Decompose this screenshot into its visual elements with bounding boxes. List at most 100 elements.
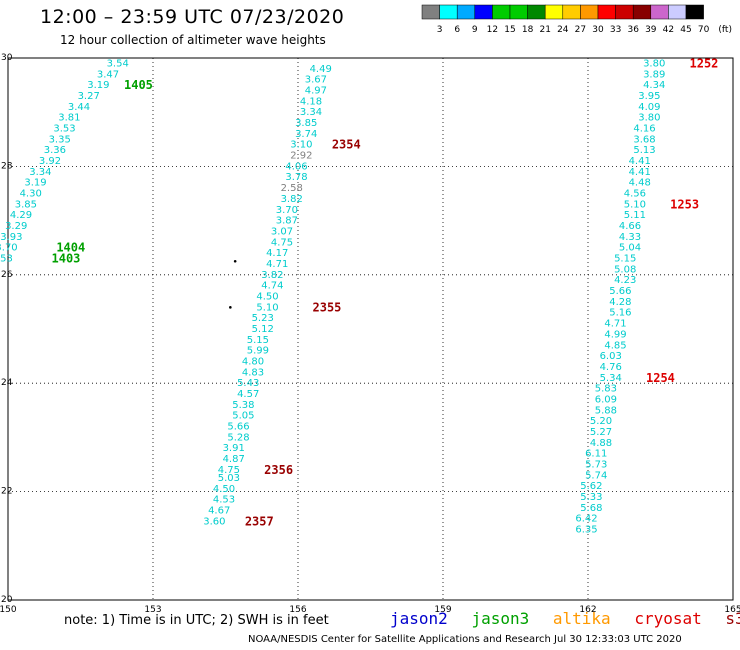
swh-value: 3.74 (295, 129, 317, 140)
swh-value: 3.54 (107, 58, 129, 69)
swh-value: 3.78 (285, 172, 307, 183)
colorbar-label: 18 (522, 25, 534, 35)
time-label: 1252 (690, 56, 719, 70)
swh-value: 3.80 (643, 58, 665, 69)
x-tick-label: 165 (724, 605, 740, 615)
colorbar-label: 45 (680, 25, 691, 35)
swh-value: 4.99 (604, 329, 626, 340)
swh-value: 4.53 (213, 495, 235, 506)
satellite-legend: jason2 jason3 altika cryosat s3a (390, 609, 740, 628)
legend-s3a: s3a (725, 609, 740, 628)
swh-value: 3.70 (276, 205, 298, 216)
swh-value: 3.82 (281, 194, 303, 205)
swh-value: 5.68 (580, 503, 602, 514)
swh-value: 6.11 (585, 449, 607, 460)
swh-value: 4.75 (218, 465, 240, 476)
swh-value: 5.66 (227, 422, 249, 433)
swh-value: 3.60 (203, 516, 225, 527)
land-dot (233, 259, 237, 263)
swh-value: 4.71 (604, 319, 626, 330)
swh-value: 3.82 (261, 270, 283, 281)
swh-value: 3.19 (87, 80, 109, 91)
time-label: 2356 (264, 463, 293, 477)
swh-value: 4.87 (223, 454, 245, 465)
swh-value: 4.67 (208, 506, 230, 517)
swh-value: 4.30 (20, 189, 42, 200)
colorbar-label: 30 (592, 25, 604, 35)
time-label: 1253 (670, 197, 699, 211)
swh-value: 4.66 (619, 221, 641, 232)
swh-value: 4.41 (629, 156, 651, 167)
swh-value: 4.23 (614, 275, 636, 286)
swh-value: 3.36 (44, 145, 66, 156)
colorbar-label: 12 (487, 25, 498, 35)
swh-value: 4.57 (237, 389, 259, 400)
colorbar-label: 70 (698, 25, 710, 35)
swh-value: 3.34 (300, 107, 322, 118)
swh-value: 5.04 (619, 243, 641, 254)
colorbar-label: 39 (645, 25, 657, 35)
y-tick-label: 24 (1, 378, 13, 388)
map-title: 12:00 – 23:59 UTC 07/23/2020 (40, 6, 345, 28)
swh-value: 4.06 (285, 161, 307, 172)
swh-value: 3.27 (78, 91, 100, 102)
swh-value: 5.23 (252, 313, 274, 324)
footer-note: note: 1) Time is in UTC; 2) SWH is in fe… (64, 613, 329, 628)
y-tick-label: 30 (1, 53, 13, 63)
swh-value: 4.33 (619, 232, 641, 243)
time-label: 1404 (56, 241, 85, 255)
y-tick-label: 26 (1, 270, 13, 280)
swh-value: 6.09 (595, 394, 617, 405)
land-dot (229, 306, 232, 309)
swh-value: 4.56 (624, 189, 646, 200)
swh-value: 3.95 (638, 91, 660, 102)
swh-value: 5.12 (252, 324, 274, 335)
swh-value: 3.92 (39, 156, 61, 167)
swh-value: 4.74 (261, 281, 283, 292)
swh-value: 4.16 (633, 123, 655, 134)
wave-height-colorbar: 3 6 9 12 15 18 21 24 27 30 33 36 39 42 45 70 (ft) (421, 4, 732, 35)
swh-value: 5.05 (232, 411, 254, 422)
swh-value: 4.88 (590, 438, 612, 449)
swh-value: 3.85 (15, 199, 37, 210)
colorbar-swatch (685, 4, 704, 20)
time-label: 2357 (245, 514, 274, 528)
swh-value: 3.07 (271, 226, 293, 237)
swh-value: 5.16 (609, 308, 631, 319)
x-tick-label: 156 (289, 605, 306, 615)
swh-value: 3.85 (295, 118, 317, 129)
time-label: 1405 (124, 78, 153, 92)
swh-value: 4.41 (629, 167, 651, 178)
swh-value: 6.03 (600, 351, 622, 362)
swh-value: 5.83 (595, 384, 617, 395)
swh-value: 3.35 (49, 134, 71, 145)
swh-value: 4.28 (609, 297, 631, 308)
swh-value: 5.03 (218, 473, 240, 484)
y-tick-label: 22 (1, 487, 12, 497)
swh-value: 5.34 (600, 373, 622, 384)
colorbar-label: 33 (610, 25, 621, 35)
credit-line: NOAA/NESDIS Center for Satellite Applica… (248, 634, 682, 645)
colorbar-label: 15 (504, 25, 515, 35)
y-tick-label: 28 (1, 161, 13, 171)
swh-value: 5.20 (590, 416, 612, 427)
swh-value: 3.53 (53, 123, 75, 134)
swh-value: 3.91 (223, 443, 245, 454)
swh-value: 4.09 (638, 102, 660, 113)
swh-value: 3.29 (5, 221, 27, 232)
colorbar-label: 24 (557, 25, 569, 35)
colorbar-label: 36 (627, 25, 639, 35)
map-subtitle: 12 hour collection of altimeter wave hei… (60, 33, 326, 47)
colorbar-label: 3 (437, 25, 443, 35)
y-tick-label: 20 (1, 595, 13, 605)
x-tick-label: 150 (0, 605, 17, 615)
swh-value: 4.71 (266, 259, 288, 270)
swh-value: 2.58 (281, 183, 303, 194)
swh-value: 4.48 (629, 178, 651, 189)
swh-value: 3.93 (0, 232, 22, 243)
time-label: 2355 (313, 300, 342, 314)
swh-value: 4.80 (242, 357, 264, 368)
colorbar-label: 21 (539, 25, 550, 35)
swh-value: 4.83 (242, 367, 264, 378)
